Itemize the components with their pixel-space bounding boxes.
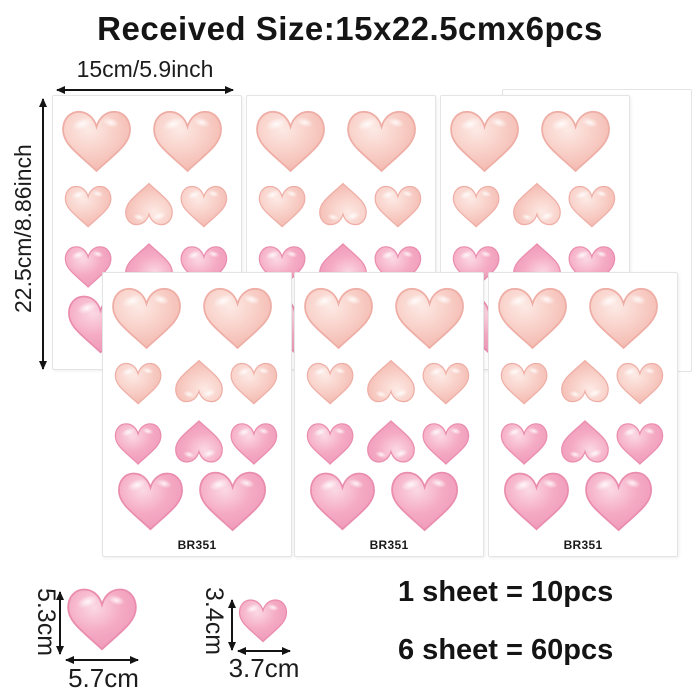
sheet-count-line-2: 6 sheet = 60pcs xyxy=(398,634,614,666)
sticker-sheet-front-3: BR351 xyxy=(488,272,678,557)
small-heart-height-arrow-icon xyxy=(228,599,236,651)
width-dimension-label: 15cm/5.9inch xyxy=(76,56,214,82)
sticker-sheet-front-2: BR351 xyxy=(294,272,484,557)
height-dimension-label: 22.5cm/8.86inch xyxy=(10,144,36,313)
small-heart-width-label: 3.7cm xyxy=(228,653,300,683)
large-heart-width-arrow-icon xyxy=(65,656,139,664)
small-heart-width-arrow-icon xyxy=(237,647,291,655)
hearts-grid xyxy=(295,273,481,554)
small-heart-height-label: 3.4cm xyxy=(200,586,228,656)
large-heart-width-label: 5.7cm xyxy=(68,663,139,693)
large-heart-height-arrow-icon xyxy=(56,591,64,655)
width-arrow-icon xyxy=(56,86,234,94)
sheet-code-label: BR351 xyxy=(369,538,409,552)
hearts-grid xyxy=(103,273,289,554)
small-sample-heart-sticker xyxy=(238,597,288,644)
page-title: Received Size:15x22.5cmx6pcs xyxy=(97,10,603,47)
sheet-code-label: BR351 xyxy=(177,538,217,552)
sheet-code-label: BR351 xyxy=(563,538,603,552)
height-arrow-icon xyxy=(39,98,47,370)
sticker-sheet-front-1: BR351 xyxy=(102,272,292,557)
large-sample-heart-sticker xyxy=(66,584,138,654)
hearts-grid xyxy=(489,273,675,554)
sheet-count-line-1: 1 sheet = 10pcs xyxy=(398,576,614,608)
